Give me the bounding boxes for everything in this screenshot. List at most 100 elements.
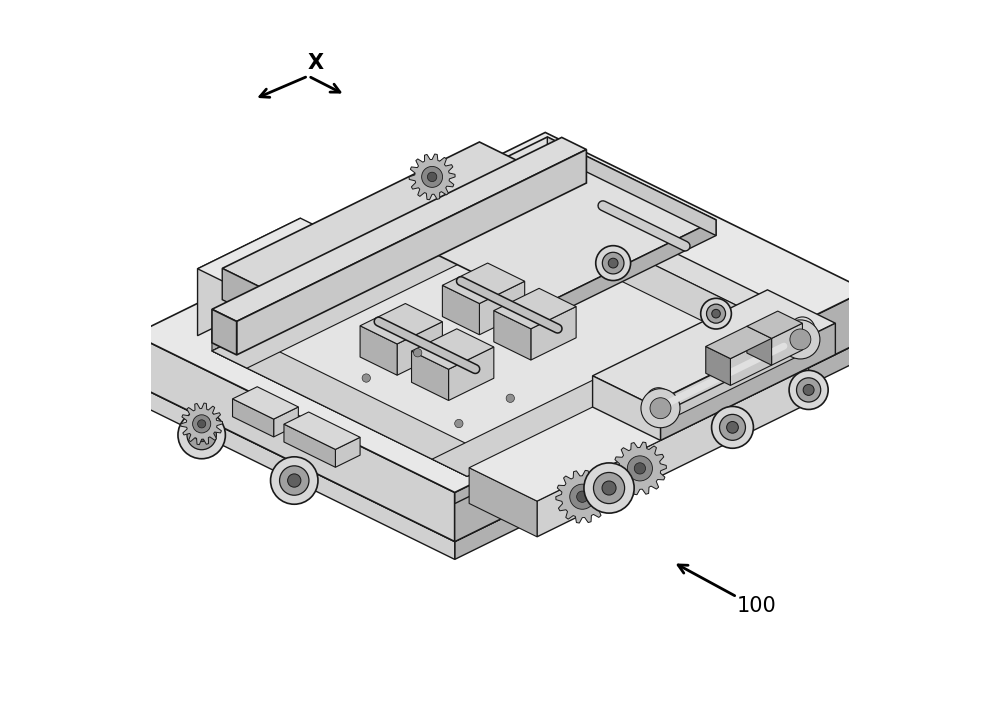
Polygon shape xyxy=(372,137,716,306)
Polygon shape xyxy=(772,323,802,365)
Circle shape xyxy=(720,414,745,440)
Polygon shape xyxy=(593,376,660,440)
Polygon shape xyxy=(747,311,802,338)
Polygon shape xyxy=(222,269,284,330)
Polygon shape xyxy=(455,475,512,541)
Polygon shape xyxy=(134,384,455,560)
Circle shape xyxy=(641,389,680,427)
Polygon shape xyxy=(613,442,666,495)
Polygon shape xyxy=(233,387,298,419)
Polygon shape xyxy=(467,302,776,477)
Polygon shape xyxy=(134,132,866,493)
Circle shape xyxy=(790,329,811,350)
Circle shape xyxy=(790,328,815,353)
Polygon shape xyxy=(284,424,335,467)
Polygon shape xyxy=(494,288,576,329)
Circle shape xyxy=(650,398,671,419)
Polygon shape xyxy=(706,347,730,385)
Circle shape xyxy=(608,258,618,268)
Circle shape xyxy=(789,370,828,409)
Polygon shape xyxy=(490,167,562,202)
Polygon shape xyxy=(284,412,360,449)
Polygon shape xyxy=(360,304,442,344)
Circle shape xyxy=(781,320,820,359)
Polygon shape xyxy=(494,311,531,360)
Polygon shape xyxy=(556,470,609,523)
Polygon shape xyxy=(274,407,298,437)
Polygon shape xyxy=(134,181,866,541)
Circle shape xyxy=(797,378,821,402)
Circle shape xyxy=(198,420,206,428)
Polygon shape xyxy=(547,137,716,236)
Polygon shape xyxy=(412,351,449,401)
Circle shape xyxy=(280,466,309,495)
Circle shape xyxy=(193,415,211,433)
Polygon shape xyxy=(432,307,776,477)
Circle shape xyxy=(187,420,216,450)
Polygon shape xyxy=(442,263,525,304)
Circle shape xyxy=(414,349,422,357)
Circle shape xyxy=(195,428,208,441)
Circle shape xyxy=(790,317,815,342)
Circle shape xyxy=(646,388,671,413)
Polygon shape xyxy=(706,326,772,359)
Circle shape xyxy=(271,457,318,504)
Circle shape xyxy=(701,298,731,329)
Circle shape xyxy=(570,484,595,509)
Polygon shape xyxy=(479,281,525,335)
Polygon shape xyxy=(134,335,455,541)
Polygon shape xyxy=(284,172,541,330)
Polygon shape xyxy=(212,137,586,321)
Circle shape xyxy=(602,481,616,495)
Polygon shape xyxy=(212,328,467,477)
Circle shape xyxy=(427,172,437,181)
Circle shape xyxy=(646,399,671,424)
Polygon shape xyxy=(212,199,776,477)
Polygon shape xyxy=(212,309,237,355)
Circle shape xyxy=(596,245,631,280)
Polygon shape xyxy=(237,150,586,355)
Circle shape xyxy=(362,374,370,382)
Circle shape xyxy=(422,167,443,188)
Polygon shape xyxy=(469,467,537,537)
Polygon shape xyxy=(335,437,360,467)
Polygon shape xyxy=(233,399,274,437)
Circle shape xyxy=(506,394,514,402)
Polygon shape xyxy=(593,290,835,409)
Polygon shape xyxy=(531,307,576,360)
Polygon shape xyxy=(469,334,809,501)
Circle shape xyxy=(727,422,738,433)
Polygon shape xyxy=(747,326,772,365)
Polygon shape xyxy=(455,340,866,560)
Polygon shape xyxy=(397,322,442,375)
Polygon shape xyxy=(212,177,776,454)
Polygon shape xyxy=(212,199,556,368)
Polygon shape xyxy=(198,218,300,336)
Circle shape xyxy=(602,252,624,274)
Polygon shape xyxy=(660,323,835,440)
Polygon shape xyxy=(198,218,335,286)
Polygon shape xyxy=(658,341,802,425)
Polygon shape xyxy=(449,347,494,401)
Polygon shape xyxy=(181,403,223,445)
Polygon shape xyxy=(537,368,809,537)
Circle shape xyxy=(455,420,463,427)
Polygon shape xyxy=(442,285,479,335)
Circle shape xyxy=(707,304,726,323)
Circle shape xyxy=(712,406,753,449)
Polygon shape xyxy=(409,154,455,200)
Circle shape xyxy=(712,309,720,318)
Circle shape xyxy=(288,474,301,487)
Polygon shape xyxy=(212,335,500,477)
Circle shape xyxy=(627,456,652,481)
Text: X: X xyxy=(307,53,323,72)
Circle shape xyxy=(577,491,588,503)
Text: 100: 100 xyxy=(737,596,777,616)
Polygon shape xyxy=(658,330,802,413)
Polygon shape xyxy=(488,199,776,341)
Circle shape xyxy=(584,463,634,513)
Polygon shape xyxy=(455,290,866,541)
Circle shape xyxy=(178,411,225,459)
Polygon shape xyxy=(360,325,397,375)
Circle shape xyxy=(634,463,646,474)
